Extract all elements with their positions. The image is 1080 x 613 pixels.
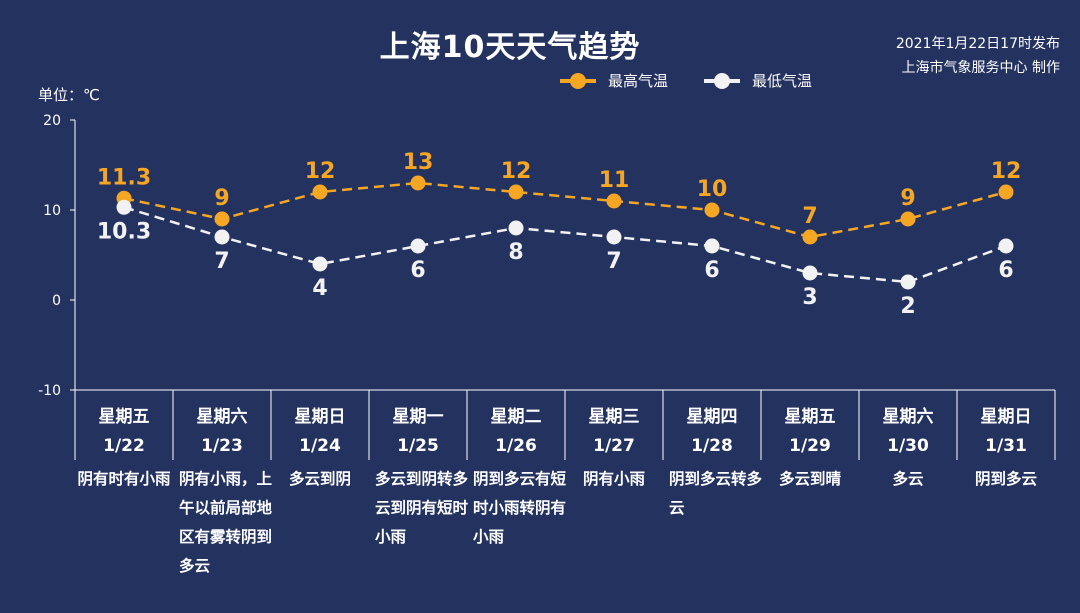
date-label: 1/26 (495, 436, 537, 456)
weather-description: 阴到多云有短时小雨转阴有小雨 (473, 469, 567, 546)
weather-description: 阴有小雨，上午以前局部地区有雾转阴到多云 (179, 469, 273, 575)
date-label: 1/23 (201, 436, 243, 456)
weather-description: 阴有小雨 (583, 469, 645, 488)
publish-time: 2021年1月22日17时发布 (895, 36, 1060, 52)
weather-description: 阴到多云转多云 (669, 469, 763, 517)
high-temp-point (410, 175, 426, 191)
high-temp-point (508, 184, 524, 200)
high-temp-label: 10 (697, 177, 728, 202)
publish-info: 2021年1月22日17时发布 上海市气象服务中心 制作 (896, 32, 1060, 80)
weather-description: 多云到阴转多云到阴有短时小雨 (375, 469, 469, 546)
high-temp-label: 7 (802, 204, 817, 229)
y-tick-label: -10 (38, 383, 61, 399)
y-tick-label: 0 (52, 293, 61, 309)
weekday-label: 星期日 (981, 407, 1032, 427)
legend-high-label: 最高气温 (608, 72, 669, 90)
weekday-label: 星期五 (99, 407, 150, 427)
high-temp-point (704, 202, 720, 218)
weather-description: 多云 (892, 469, 923, 488)
weather-description: 阴有时有小雨 (77, 469, 170, 488)
unit-label: 单位：℃ (38, 86, 100, 104)
weekday-label: 星期二 (491, 407, 542, 427)
low-temp-label: 3 (802, 285, 817, 310)
high-temp-point (312, 184, 328, 200)
low-temp-point (116, 199, 132, 215)
weather-description: 多云到阴 (289, 469, 351, 488)
weekday-label: 星期五 (785, 407, 836, 427)
weekday-label: 星期六 (197, 406, 248, 427)
legend-low-swatch (704, 72, 741, 89)
low-temp-label: 6 (410, 258, 425, 283)
low-temp-label: 6 (704, 258, 719, 283)
date-label: 1/25 (397, 436, 439, 456)
high-temp-label: 9 (900, 186, 915, 211)
high-temp-point (998, 184, 1014, 200)
weekday-label: 星期三 (589, 407, 640, 427)
high-temp-label: 13 (403, 150, 434, 175)
y-tick-label: 20 (43, 113, 61, 129)
low-temp-point (508, 220, 524, 236)
high-temp-label: 11.3 (97, 165, 151, 190)
date-label: 1/31 (985, 436, 1027, 456)
legend: 最高气温 最低气温 (560, 70, 812, 91)
low-temp-label: 7 (214, 249, 229, 274)
low-temp-point (312, 256, 328, 272)
low-temp-point (410, 238, 426, 254)
low-temp-point (802, 265, 818, 281)
date-label: 1/28 (691, 436, 733, 456)
legend-high-swatch (560, 72, 596, 89)
date-label: 1/22 (103, 436, 145, 456)
low-temp-label: 4 (312, 276, 327, 301)
date-label: 1/29 (789, 436, 831, 456)
high-temp-point (606, 193, 622, 209)
weekday-label: 星期日 (295, 407, 346, 427)
high-temp-point (900, 211, 916, 227)
legend-item-low[interactable]: 最低气温 (704, 70, 812, 91)
low-temp-label: 8 (508, 240, 523, 265)
weekday-label: 星期四 (687, 407, 738, 427)
low-temp-label: 2 (900, 294, 915, 319)
high-temp-label: 11 (599, 168, 630, 193)
low-temp-label: 7 (606, 249, 621, 274)
legend-low-label: 最低气温 (752, 72, 813, 90)
date-label: 1/30 (887, 436, 929, 456)
producer: 上海市气象服务中心 制作 (901, 60, 1060, 76)
weekday-label: 星期一 (393, 407, 444, 427)
high-temp-point (802, 229, 818, 245)
high-temp-point (214, 211, 230, 227)
high-temp-label: 12 (305, 159, 336, 184)
low-temp-point (900, 274, 916, 290)
date-label: 1/27 (593, 436, 635, 456)
weather-description: 多云到晴 (779, 469, 842, 488)
date-label: 1/24 (299, 436, 341, 456)
low-temp-point (606, 229, 622, 245)
low-temp-label: 10.3 (97, 219, 151, 244)
high-temp-line (123, 181, 1007, 239)
high-temp-label: 12 (501, 159, 532, 184)
low-temp-point (704, 238, 720, 254)
weather-description: 阴到多云 (975, 469, 1037, 488)
legend-item-high[interactable]: 最高气温 (560, 70, 668, 91)
low-temp-point (214, 229, 230, 245)
high-temp-label: 12 (991, 159, 1022, 184)
low-temp-line (123, 206, 1007, 284)
weekday-label: 星期六 (883, 406, 934, 427)
high-temp-label: 9 (214, 186, 229, 211)
low-temp-label: 6 (998, 258, 1013, 283)
low-temp-point (998, 238, 1014, 254)
y-tick-label: 10 (43, 203, 61, 219)
chart-title: 上海10天天气趋势 (379, 30, 641, 65)
